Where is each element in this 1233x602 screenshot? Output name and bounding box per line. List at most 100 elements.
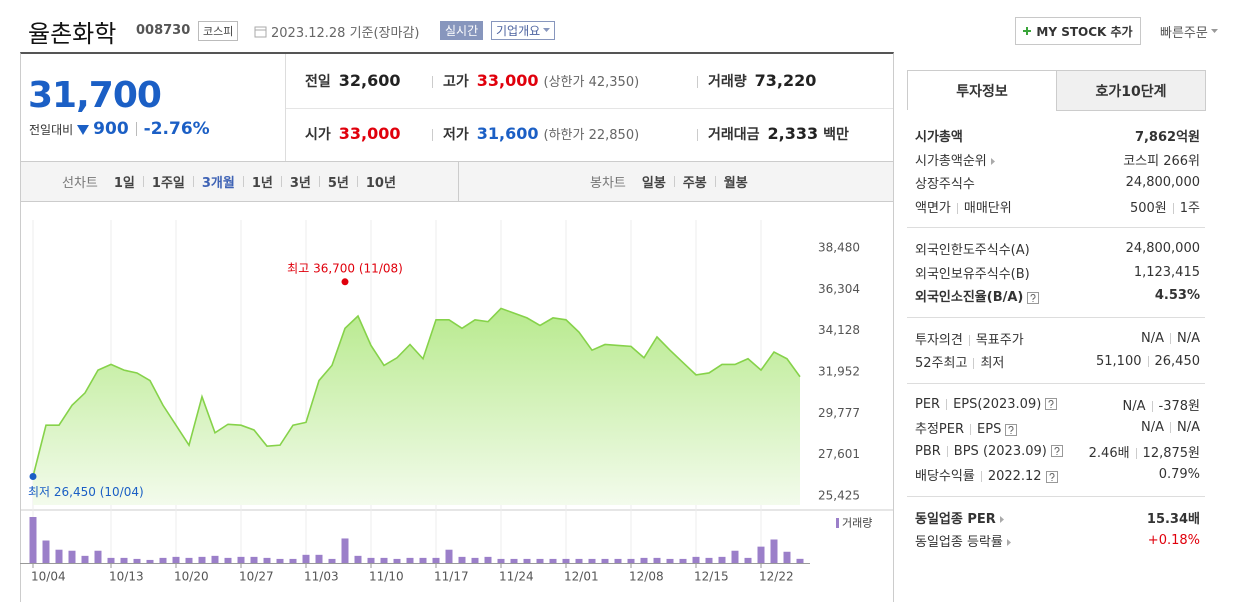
help-icon[interactable] <box>1050 445 1063 458</box>
quote-item: 저가 31,600 (하한가 22,850) <box>443 124 639 144</box>
info-value-text: 코스피 266위 <box>1123 153 1200 169</box>
info-label-text: 목표주가 <box>975 332 1024 348</box>
volume-bar <box>419 557 427 563</box>
volume-bar <box>263 557 271 563</box>
volume-bar <box>718 556 726 563</box>
info-value: 0.79% <box>1159 467 1200 482</box>
extreme-marker <box>29 473 37 481</box>
info-label-text: 외국인보유주식수(B) <box>915 266 1030 282</box>
separator <box>135 122 137 136</box>
x-tick-label: 12/01 <box>564 570 599 584</box>
price-line <box>32 307 801 477</box>
info-label-text: 시가총액순위 <box>915 153 987 169</box>
help-icon[interactable] <box>1027 291 1040 304</box>
info-label: PBR BPS (2023.09) <box>915 444 1063 459</box>
info-label-text: 2022.12 <box>987 469 1042 485</box>
info-value-text: N/A <box>1122 398 1146 414</box>
info-label: 외국인소진율(B/A) <box>915 286 1040 305</box>
y-tick-label: 36,304 <box>818 282 860 296</box>
main-frame <box>20 52 894 602</box>
plus-icon <box>1023 27 1032 35</box>
chart-tab[interactable]: 5년 <box>327 176 349 191</box>
y-tick-label: 27,601 <box>818 447 860 461</box>
info-value-text: 51,100 <box>1096 354 1142 370</box>
chart-tab[interactable]: 주봉 <box>682 176 707 191</box>
info-value-text: N/A <box>1177 330 1200 346</box>
volume-bar <box>367 557 375 563</box>
chart-tab[interactable]: 일봉 <box>641 176 666 191</box>
quote-label: 저가 <box>443 127 469 143</box>
info-label-text: EPS(2023.09) <box>953 396 1042 412</box>
chart-tab[interactable]: 3년 <box>289 176 311 191</box>
separator <box>356 176 358 187</box>
volume-bar <box>146 559 154 563</box>
separator <box>980 471 982 483</box>
quote-value: 31,600 <box>476 124 539 143</box>
volume-bar <box>666 558 674 563</box>
info-label: 투자의견 목표주가 <box>915 329 1024 348</box>
separator <box>1172 202 1174 214</box>
quote-unit: 백만 <box>823 127 849 143</box>
volume-bar <box>211 555 219 563</box>
info-label-text: 외국인한도주식수(A) <box>915 243 1030 259</box>
info-tab-label: 투자정보 <box>956 83 1008 100</box>
volume-bar <box>471 557 479 563</box>
stock-name: 율촌화학 <box>28 20 117 48</box>
legend-swatch <box>836 518 839 528</box>
info-value-text: -378원 <box>1158 398 1200 414</box>
help-icon[interactable] <box>1005 423 1018 436</box>
volume-bar <box>484 556 492 563</box>
info-section: 동일업종 PER 15.34배 동일업종 등락률 +0.18% <box>907 495 1205 562</box>
chart-tab[interactable]: 월봉 <box>723 176 748 191</box>
separator <box>1151 400 1153 412</box>
info-value: N/A -378원 <box>1123 395 1200 414</box>
help-icon[interactable] <box>1045 398 1058 411</box>
extreme-label: 최고 36,700 (11/08) <box>287 261 403 275</box>
info-tab[interactable]: 투자정보 <box>907 70 1057 110</box>
help-icon[interactable] <box>1045 470 1058 483</box>
chart-tab[interactable]: 1주일 <box>151 176 185 191</box>
info-tab[interactable]: 호가10단계 <box>1056 70 1206 111</box>
info-value-text: 12,875원 <box>1142 445 1200 461</box>
info-value-text: 24,800,000 <box>1125 241 1200 257</box>
separator <box>1170 332 1171 344</box>
separator <box>968 334 970 346</box>
volume-bar <box>796 558 804 563</box>
dropdown-icon <box>543 28 551 32</box>
volume-bar <box>120 557 128 563</box>
overview-button[interactable]: 기업개요 <box>491 21 556 40</box>
quick-order[interactable]: 빠른주문 <box>1160 22 1218 41</box>
info-row: 배당수익률 2022.12 0.79% <box>907 463 1205 487</box>
volume-bar <box>575 558 583 563</box>
y-tick-label: 25,425 <box>818 488 860 502</box>
separator <box>946 398 948 410</box>
chart-tab[interactable]: 10년 <box>365 176 396 191</box>
chart-tab[interactable]: 1년 <box>251 176 273 191</box>
info-label: 동일업종 PER <box>915 508 1005 527</box>
volume-bar <box>510 558 518 563</box>
x-tick-label: 12/08 <box>629 570 664 584</box>
realtime-button[interactable]: 실시간 <box>440 21 484 40</box>
volume-bar <box>29 517 37 563</box>
extreme-label: 최저 26,450 (10/04) <box>28 485 144 499</box>
volume-bar <box>562 558 570 563</box>
y-tick-label: 38,480 <box>818 240 860 254</box>
volume-bar <box>380 557 388 563</box>
chart-tab[interactable]: 1일 <box>113 176 135 191</box>
arrow-icon <box>990 157 995 165</box>
info-value-text: 15.34배 <box>1146 511 1200 527</box>
quote-note: (하한가 22,850) <box>543 128 640 143</box>
chart-tab[interactable]: 3개월 <box>201 176 235 191</box>
info-label: 상장주식수 <box>915 173 975 192</box>
volume-bar <box>679 558 687 563</box>
volume-bar <box>172 556 180 563</box>
volume-bar <box>289 558 297 563</box>
info-value-text: 2.46배 <box>1088 445 1130 461</box>
info-label: 52주최고 최저 <box>915 352 1004 371</box>
volume-bar <box>328 558 336 563</box>
info-label: 외국인한도주식수(A) <box>915 239 1030 258</box>
mystock-button[interactable]: MY STOCK 추가 <box>1015 17 1141 45</box>
quote-label: 전일 <box>305 74 331 90</box>
volume-bar <box>614 558 622 563</box>
